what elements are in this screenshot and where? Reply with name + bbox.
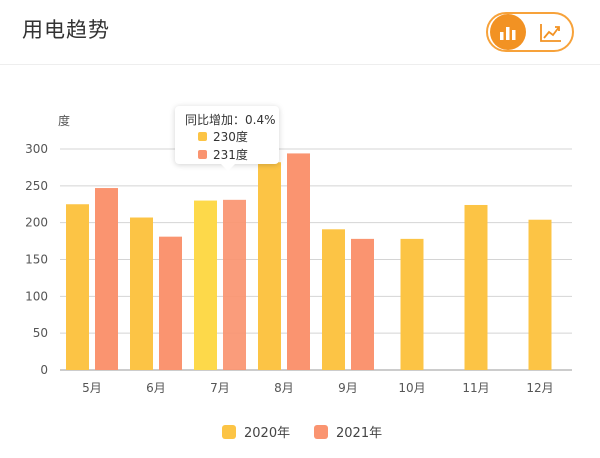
x-tick-label-10: 10月 [398, 381, 425, 395]
y-axis-label: 度 [58, 113, 70, 128]
x-tick-label-8: 8月 [274, 381, 294, 395]
tooltip-value-2020: 230度 [213, 130, 248, 144]
chart-type-toggle[interactable] [486, 12, 574, 52]
bar-2020-12 [528, 219, 552, 370]
bar-2021-8 [287, 153, 310, 370]
bar-chart-icon [500, 27, 516, 40]
legend-label-2021: 2021年 [336, 426, 383, 441]
tooltip-row-2021: 231度 [198, 146, 248, 163]
bar-2020-9 [322, 229, 345, 370]
x-tick-label-11: 11月 [462, 381, 489, 395]
card-header: 用电趋势 [0, 0, 600, 65]
x-tick-label-5: 5月 [82, 381, 102, 395]
bar-2020-7 [194, 200, 217, 370]
bar-chart-toggle-button[interactable] [490, 14, 526, 50]
tooltip-value-2021: 231度 [213, 148, 248, 162]
x-tick-label-9: 9月 [338, 381, 358, 395]
y-tick-label-200: 200 [25, 216, 48, 230]
y-tick-label-300: 300 [25, 142, 48, 156]
x-tick-label-7: 7月 [210, 381, 230, 395]
y-tick-label-250: 250 [25, 179, 48, 193]
x-tick-label-6: 6月 [146, 381, 166, 395]
bar-2021-7 [223, 199, 246, 370]
bar-2020-8 [258, 162, 281, 370]
chart-legend: 2020年 2021年 [0, 422, 600, 444]
x-tick-label-12: 12月 [526, 381, 553, 395]
usage-bar-chart: 度 0 50 100 150 200 250 300 5月 6月 7月 8月 9月 10月 11月 12月 [25, 113, 572, 395]
legend-item-2020[interactable]: 2020年 [222, 422, 290, 441]
bar-2021-6 [159, 236, 182, 370]
y-tick-label-150: 150 [25, 253, 48, 267]
legend-item-2021[interactable]: 2021年 [314, 422, 382, 441]
page-title: 用电趋势 [22, 18, 110, 42]
tooltip-swatch-2021 [198, 150, 207, 159]
bar-2020-10 [400, 238, 424, 370]
line-chart-toggle-button[interactable] [532, 14, 570, 50]
bar-2021-9 [351, 238, 374, 370]
y-tick-label-0: 0 [40, 363, 48, 377]
tooltip-swatch-2020 [198, 132, 207, 141]
y-tick-label-50: 50 [33, 326, 48, 340]
legend-swatch-2020 [222, 424, 236, 439]
tooltip-title: 同比增加：0.4% [185, 113, 276, 127]
line-chart-icon [540, 24, 561, 42]
bar-tooltip: 同比增加：0.4% 230度 231度 [175, 106, 279, 171]
tooltip-row-2020: 230度 [198, 128, 248, 145]
bar-2020-5 [66, 204, 89, 370]
y-tick-label-100: 100 [25, 289, 48, 303]
legend-label-2020: 2020年 [244, 426, 291, 441]
bar-2020-6 [130, 217, 153, 370]
bar-2021-5 [95, 188, 118, 370]
legend-swatch-2021 [314, 424, 328, 439]
bar-2020-11 [464, 204, 488, 370]
